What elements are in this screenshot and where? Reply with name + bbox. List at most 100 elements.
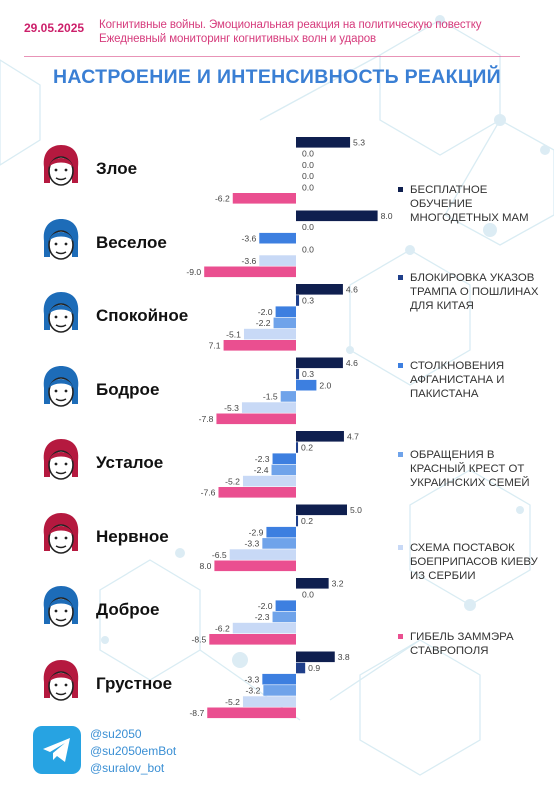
contact-bot-link-secondary[interactable]: @suralov_bot <box>90 761 165 775</box>
sad-face-icon <box>38 658 84 708</box>
data-label-4-2: -2.3 <box>255 454 270 464</box>
bar-1-5 <box>204 266 296 278</box>
data-label-4-3: -2.4 <box>254 465 269 475</box>
bar-7-3 <box>263 685 296 696</box>
data-label-5-3: -3.3 <box>245 539 260 549</box>
data-label-5-0: 5.0 <box>350 505 362 515</box>
legend-swatch-5 <box>398 634 403 639</box>
nervous-face-icon <box>38 511 84 561</box>
bar-4-4 <box>242 475 296 487</box>
emotion-label-5: Нервное <box>96 526 169 546</box>
bar-2-0 <box>296 284 343 295</box>
bar-3-1 <box>296 368 300 380</box>
data-label-5-4: -6.5 <box>212 550 227 560</box>
bar-4-0 <box>296 431 344 442</box>
data-label-2-3: -2.2 <box>256 318 271 328</box>
bar-2-1 <box>296 295 300 306</box>
bar-2-4 <box>243 328 296 340</box>
bar-5-2 <box>266 526 296 538</box>
legend-swatch-0 <box>398 187 403 192</box>
bar-0-0 <box>296 137 351 148</box>
data-label-1-4: -3.6 <box>241 256 256 266</box>
data-label-3-1: 0.3 <box>302 369 314 379</box>
bar-3-0 <box>296 357 343 369</box>
data-label-0-5: -6.2 <box>215 194 230 204</box>
bar-5-1 <box>296 515 299 527</box>
data-label-2-5: 7.1 <box>209 341 221 351</box>
header-subtitle: Когнитивные войны. Эмоциональная реакция… <box>99 19 482 31</box>
data-label-7-2: -3.3 <box>245 674 260 684</box>
legend-label-3: Обращения в Красный Крест от украинских … <box>410 449 530 489</box>
emotion-label-7: Грустное <box>96 673 173 693</box>
data-label-0-0: 5.3 <box>353 138 365 148</box>
legend-swatch-4 <box>398 545 403 550</box>
chart-title: НАСТРОЕНИЕ И ИНТЕНСИВНОСТЬ РЕАКЦИЙ <box>52 66 501 88</box>
bar-7-5 <box>207 707 296 719</box>
data-label-2-2: -2.0 <box>258 307 273 317</box>
legend-label-4: Схема поставок боеприпасов Киеву из Серб… <box>410 542 538 582</box>
bar-3-4 <box>241 402 296 413</box>
bar-3-5 <box>216 413 296 425</box>
data-label-3-2: 2.0 <box>319 380 331 390</box>
data-label-1-1: 0.0 <box>302 222 314 232</box>
angry-face-icon <box>38 143 84 193</box>
bar-2-5 <box>223 340 296 351</box>
data-label-1-0: 8.0 <box>381 211 393 221</box>
legend-swatch-2 <box>398 363 403 368</box>
bar-5-5 <box>214 560 296 572</box>
data-label-7-4: -5.2 <box>225 697 240 707</box>
data-label-6-0: 3.2 <box>332 579 344 589</box>
legend-swatch-1 <box>398 275 403 280</box>
bar-4-3 <box>271 464 296 476</box>
report-date: 29.05.2025 <box>24 21 85 35</box>
data-label-3-3: -1.5 <box>263 392 278 402</box>
header-divider <box>24 56 520 57</box>
bar-1-2 <box>259 232 296 244</box>
happy-face-icon <box>38 217 84 267</box>
data-label-4-5: -7.6 <box>201 488 216 498</box>
bar-7-4 <box>242 696 296 707</box>
data-label-0-4: 0.0 <box>302 182 314 192</box>
data-label-3-4: -5.3 <box>224 403 239 413</box>
bar-4-5 <box>218 487 296 498</box>
emotion-label-6: Доброе <box>96 600 160 619</box>
bar-6-4 <box>232 622 296 634</box>
data-label-6-1: 0.0 <box>302 590 314 600</box>
contact-channel-link[interactable]: @su2050 <box>90 727 142 741</box>
bar-5-3 <box>262 538 296 549</box>
legend-label-0: Бесплатное обучение многодетных мам <box>410 184 529 224</box>
bar-2-3 <box>273 317 296 329</box>
bar-1-4 <box>259 255 296 266</box>
data-label-7-5: -8.7 <box>189 708 204 718</box>
bar-6-5 <box>209 634 296 645</box>
tired-face-icon <box>38 437 84 487</box>
emotion-label-3: Бодрое <box>96 379 160 399</box>
bar-7-1 <box>296 662 306 674</box>
telegram-plane-icon <box>43 738 70 762</box>
data-label-1-3: 0.0 <box>302 245 314 255</box>
emotion-label-2: Спокойное <box>96 306 189 325</box>
data-label-7-0: 3.8 <box>338 652 350 662</box>
data-label-4-4: -5.2 <box>225 476 240 486</box>
data-label-5-5: 8.0 <box>199 561 211 571</box>
data-label-5-1: 0.2 <box>301 516 313 526</box>
header-subtitle-secondary: Ежедневный мониторинг когнитивных волн и… <box>99 33 377 45</box>
legend-swatch-3 <box>398 452 403 457</box>
data-label-4-0: 4.7 <box>347 432 359 442</box>
emotion-label-1: Веселое <box>96 232 167 252</box>
telegram-icon[interactable] <box>33 726 81 774</box>
contact-bot-link[interactable]: @su2050emBot <box>90 744 177 758</box>
bar-1-0 <box>296 210 378 222</box>
bar-4-1 <box>296 442 299 453</box>
emotion-label-4: Усталое <box>96 453 164 472</box>
data-label-6-3: -2.3 <box>255 612 270 622</box>
data-label-6-2: -2.0 <box>258 601 273 611</box>
calm-face-icon <box>38 290 84 340</box>
bar-6-3 <box>272 611 296 623</box>
data-label-7-3: -3.2 <box>246 686 261 696</box>
data-label-1-5: -9.0 <box>186 267 201 277</box>
bar-3-2 <box>296 379 317 391</box>
bar-7-2 <box>262 673 296 685</box>
